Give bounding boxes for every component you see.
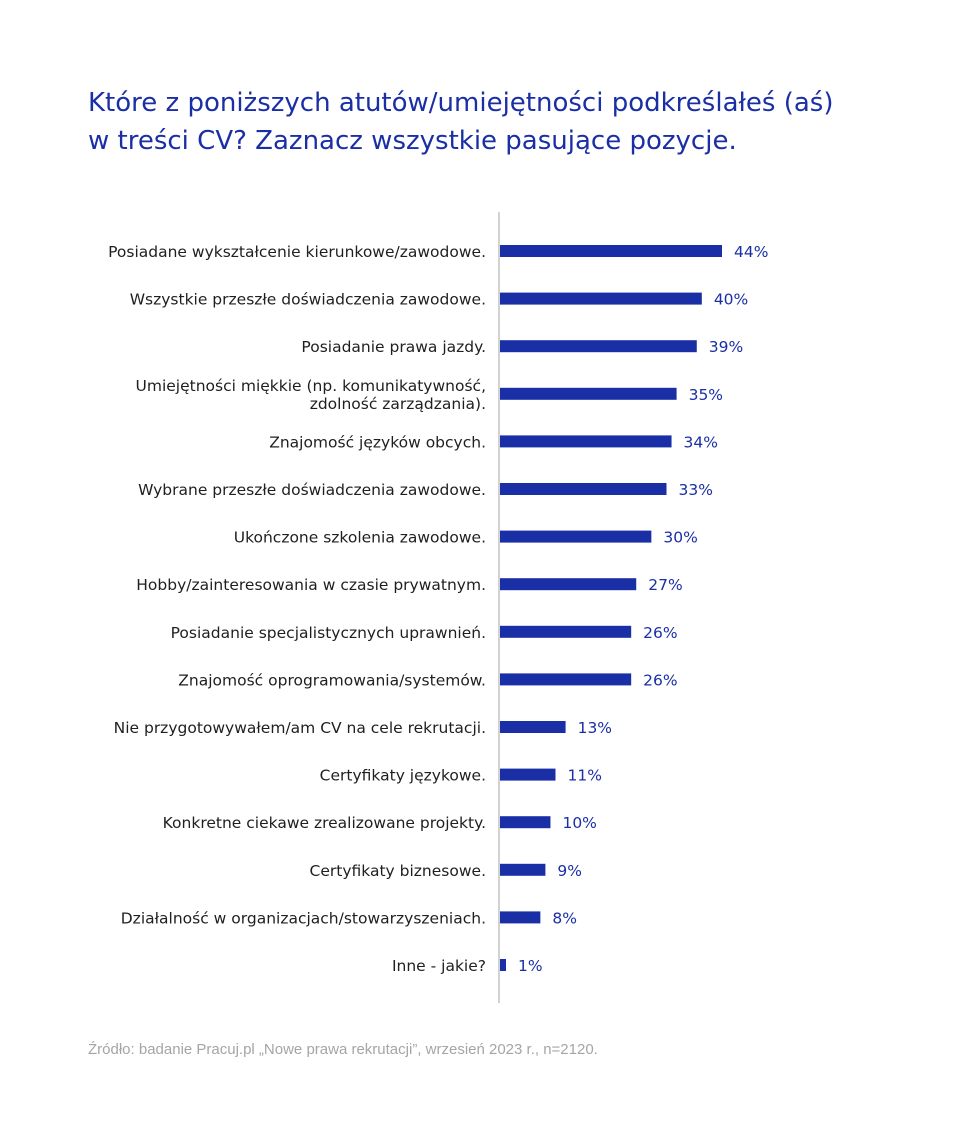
data-label: 34% [684,433,718,451]
bar [500,435,672,448]
bar [500,721,566,733]
category-label: Ukończone szkolenia zawodowe. [234,529,486,547]
data-label: 26% [643,624,677,642]
category-label: Konkretne ciekawe zrealizowane projekty. [163,814,486,832]
category-label: Nie przygotowywałem/am CV na cele rekrut… [114,719,486,737]
data-label: 1% [518,957,543,975]
bar [500,863,546,876]
category-label: Wszystkie przeszłe doświadczenia zawodow… [130,291,486,309]
bar [500,530,652,543]
category-label-line: Wszystkie przeszłe doświadczenia zawodow… [130,291,486,309]
bar [500,340,697,353]
data-label: 10% [562,814,596,832]
category-label-line: Posiadane wykształcenie kierunkowe/zawod… [108,243,486,261]
category-label: Posiadanie prawa jazdy. [301,338,486,356]
category-label-line: zdolność zarządzania). [310,395,486,413]
category-label: Hobby/zainteresowania w czasie prywatnym… [136,576,486,594]
category-label-line: Posiadanie specjalistycznych uprawnień. [171,624,486,642]
data-label: 35% [689,386,723,404]
category-label-line: Posiadanie prawa jazdy. [301,338,486,356]
data-label: 27% [648,576,682,594]
bar [500,959,506,971]
data-label: 30% [663,529,697,547]
category-label: Wybrane przeszłe doświadczenia zawodowe. [138,481,486,499]
category-label: Znajomość języków obcych. [269,433,486,451]
chart-title: Które z poniższych atutów/umiejętności p… [88,88,834,156]
category-label: Inne - jakie? [392,957,486,975]
data-label: 39% [709,338,743,356]
data-label: 40% [714,291,748,309]
data-label: 44% [734,243,768,261]
category-label-line: Konkretne ciekawe zrealizowane projekty. [163,814,486,832]
category-label-line: Wybrane przeszłe doświadczenia zawodowe. [138,481,486,499]
category-label-line: Nie przygotowywałem/am CV na cele rekrut… [114,719,486,737]
category-label-line: Ukończone szkolenia zawodowe. [234,529,486,547]
category-label: Posiadanie specjalistycznych uprawnień. [171,624,486,642]
bar [500,768,556,781]
category-label-line: Działalność w organizacjach/stowarzyszen… [121,909,486,927]
category-label-line: Certyfikaty językowe. [320,767,486,785]
category-label-line: Znajomość języków obcych. [269,433,486,451]
category-label-line: Inne - jakie? [392,957,486,975]
category-label: Działalność w organizacjach/stowarzyszen… [121,909,486,927]
category-label: Certyfikaty biznesowe. [310,862,486,880]
data-label: 26% [643,671,677,689]
bar [500,911,541,924]
bar [500,816,551,829]
bar [500,387,677,400]
category-label-line: Certyfikaty biznesowe. [310,862,486,880]
category-label: Umiejętności miękkie (np. komunikatywnoś… [136,377,487,413]
data-label: 13% [578,719,612,737]
category-label: Znajomość oprogramowania/systemów. [178,671,486,689]
category-label: Posiadane wykształcenie kierunkowe/zawod… [108,243,486,261]
source-note: Źródło: badanie Pracuj.pl „Nowe prawa re… [88,1041,598,1058]
bar [500,245,722,257]
bar [500,578,637,591]
data-label: 9% [557,862,582,880]
bar [500,625,632,638]
bar [500,673,632,686]
data-label: 11% [568,767,602,785]
data-label: 33% [679,481,713,499]
data-label: 8% [552,909,577,927]
bar [500,483,667,495]
bar [500,292,702,305]
category-label: Certyfikaty językowe. [320,767,486,785]
category-label-line: Umiejętności miękkie (np. komunikatywnoś… [136,377,487,395]
category-label-line: Hobby/zainteresowania w czasie prywatnym… [136,576,486,594]
category-label-line: Znajomość oprogramowania/systemów. [178,671,486,689]
